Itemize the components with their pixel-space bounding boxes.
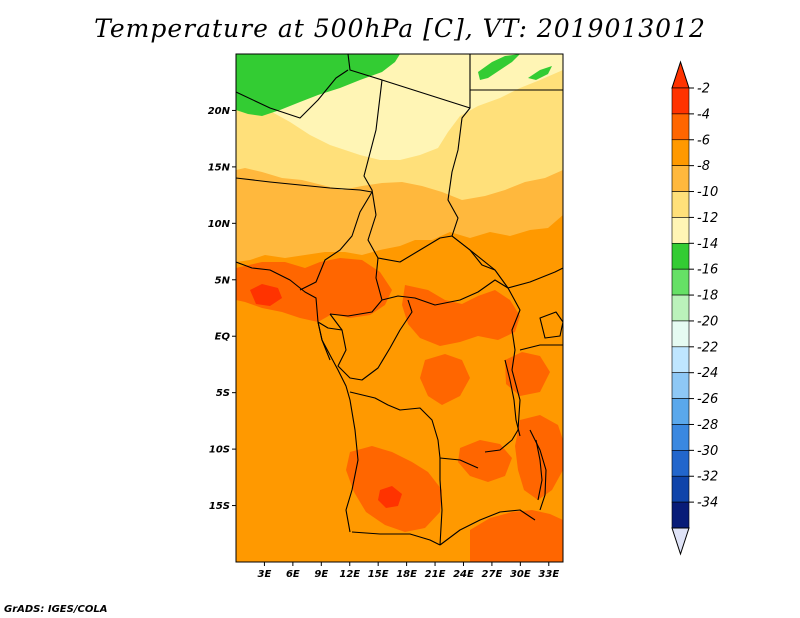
lon-tick-label: 33E <box>538 569 559 580</box>
field-band-minus4-gulf <box>236 258 392 322</box>
colorbar-label: -22 <box>697 340 718 355</box>
colorbar-segment-16 <box>671 501 690 529</box>
grads-credit: GrADS: IGES/COLA <box>4 604 108 615</box>
field-band-minus4-central <box>402 285 520 346</box>
lon-tick-label: 9E <box>314 569 328 580</box>
colorbar-label: -32 <box>697 470 718 485</box>
map-plot-area <box>236 54 563 562</box>
colorbar-label: -30 <box>697 444 718 459</box>
colorbar-segment-8 <box>671 294 690 322</box>
colorbar-segment-15 <box>671 475 690 503</box>
map-axis-ticks: 3E 6E 9E 12E 15E 18E 21E 24E 27E 30E 33E 20N 15N 10N 5… <box>208 106 560 580</box>
colorbar-segment-4 <box>671 191 690 218</box>
colorbar-label: -2 <box>697 82 710 97</box>
lon-tick-label: 3E <box>258 569 272 580</box>
lon-tick-label: 21E <box>425 569 446 580</box>
border-car-north <box>367 214 496 271</box>
colorbar-label: -14 <box>697 237 718 252</box>
colorbar-label: -8 <box>697 159 710 174</box>
coastline-west <box>236 261 359 533</box>
colorbar-segment-6 <box>671 242 690 270</box>
lat-tick-label: EQ <box>215 332 231 343</box>
colorbar-label: -34 <box>697 496 718 511</box>
lake-malawi <box>535 439 543 501</box>
colorbar-legend: -2 -4 -6 -8 -10 -12 -14 -16 -18 -20 -22 -24 -26 -28 -3… <box>671 60 718 556</box>
border-drc-east <box>484 287 521 453</box>
colorbar-segment-0 <box>671 87 690 115</box>
colorbar-label: -4 <box>697 107 710 122</box>
border-angola-zambia <box>439 458 443 546</box>
field-band-minus14-east <box>478 54 520 80</box>
colorbar-segment-10 <box>671 346 690 374</box>
colorbar-segment-3 <box>671 165 690 192</box>
lat-tick-label: 5S <box>216 388 230 399</box>
lake-victoria <box>539 311 563 339</box>
colorbar-segment-12 <box>671 398 690 425</box>
colorbar-top-triangle <box>671 60 690 89</box>
lake-tanganyika <box>504 359 521 437</box>
colorbar-label: -10 <box>697 185 718 200</box>
colorbar-label: -12 <box>697 211 718 226</box>
colorbar-segment-2 <box>671 139 690 166</box>
colorbar-segment-1 <box>671 113 690 141</box>
colorbar-segment-7 <box>671 268 690 296</box>
lat-tick-label: 10S <box>209 445 230 456</box>
lon-tick-label: 12E <box>339 569 360 580</box>
colorbar-label: -18 <box>697 289 718 304</box>
colorbar-segment-13 <box>671 424 690 451</box>
border-nigeria-cameroon <box>299 191 373 291</box>
lat-tick-label: 15N <box>208 162 231 173</box>
colorbar-label: -26 <box>697 392 718 407</box>
colorbar-bottom-triangle <box>671 527 690 556</box>
border-cameroon-car <box>329 257 383 317</box>
lon-tick-label: 24E <box>453 569 474 580</box>
lon-tick-label: 27E <box>482 569 503 580</box>
border-zambia-zimbabwe <box>439 509 536 546</box>
lat-tick-label: 15S <box>209 501 230 512</box>
colorbar-label: -24 <box>697 366 718 381</box>
border-drc-congo <box>329 299 413 381</box>
colorbar-segment-5 <box>671 217 690 244</box>
border-niger-nigeria <box>236 177 373 193</box>
chart-title: Temperature at 500hPa [C], VT: 201901301… <box>94 14 706 43</box>
colorbar-segment-14 <box>671 450 690 477</box>
field-band-minus2-gulf <box>250 284 282 306</box>
border-algeria-niger <box>236 69 349 119</box>
field-band-minus4-zambezi <box>470 510 563 562</box>
border-drc-angola <box>349 391 479 469</box>
colorbar-label: -20 <box>697 314 718 329</box>
lon-tick-label: 15E <box>368 569 389 580</box>
lon-tick-label: 6E <box>286 569 300 580</box>
field-band-minus2-south <box>378 486 402 508</box>
border-car-drc <box>381 279 509 306</box>
border-chad-sudan <box>447 107 471 237</box>
border-angola-namibia <box>351 531 441 546</box>
field-band-minus4-east <box>420 354 470 405</box>
lat-tick-label: 10N <box>208 219 231 230</box>
colorbar-label: -28 <box>697 418 718 433</box>
lat-tick-label: 5N <box>215 275 231 286</box>
colorbar-label: -16 <box>697 263 718 278</box>
field-band-minus14-east-2 <box>528 66 552 80</box>
border-niger-chad <box>363 79 383 216</box>
colorbar-label: -6 <box>697 133 710 148</box>
field-band-minus14-west <box>236 54 400 116</box>
colorbar-segment-11 <box>671 372 690 399</box>
country-borders <box>236 54 563 546</box>
border-tanzania <box>519 344 563 351</box>
lat-tick-label: 20N <box>208 106 231 117</box>
colorbar-segment-9 <box>671 320 690 348</box>
lon-tick-label: 30E <box>510 569 531 580</box>
lon-tick-label: 18E <box>396 569 417 580</box>
map-frame <box>235 53 564 563</box>
